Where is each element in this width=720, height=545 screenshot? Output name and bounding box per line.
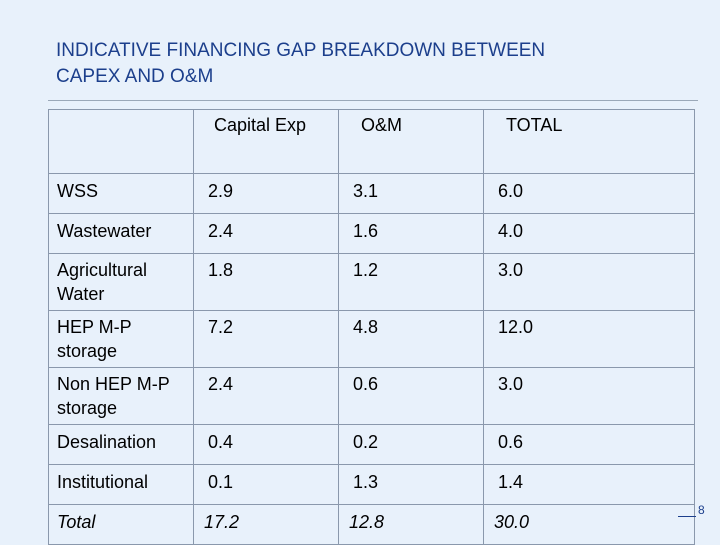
capital-exp-cell: 7.2 bbox=[193, 310, 339, 368]
table-row: HEP M-P storage 7.2 4.8 12.0 bbox=[48, 310, 695, 368]
row-label: Wastewater bbox=[48, 213, 194, 254]
om-cell: 0.6 bbox=[338, 367, 484, 425]
header-cell-empty bbox=[48, 109, 194, 174]
total-capital-exp: 17.2 bbox=[193, 504, 339, 545]
page-number: 8 bbox=[698, 503, 705, 517]
table-row: Non HEP M-P storage 2.4 0.6 3.0 bbox=[48, 367, 695, 425]
total-row: Total 17.2 12.8 30.0 bbox=[48, 504, 695, 545]
slide-title-line-1: INDICATIVE FINANCING GAP BREAKDOWN BETWE… bbox=[56, 40, 546, 61]
om-cell: 3.1 bbox=[338, 173, 484, 214]
row-label: WSS bbox=[48, 173, 194, 214]
capital-exp-cell: 0.4 bbox=[193, 424, 339, 465]
capital-exp-cell: 0.1 bbox=[193, 464, 339, 505]
slide-title: INDICATIVE FINANCING GAP BREAKDOWN BETWE… bbox=[56, 38, 545, 90]
table-row: Institutional 0.1 1.3 1.4 bbox=[48, 464, 695, 505]
title-divider bbox=[48, 100, 698, 101]
total-cell: 4.0 bbox=[483, 213, 695, 254]
row-label: HEP M-P storage bbox=[48, 310, 194, 368]
om-cell: 1.6 bbox=[338, 213, 484, 254]
total-cell: 0.6 bbox=[483, 424, 695, 465]
capital-exp-cell: 2.4 bbox=[193, 367, 339, 425]
total-cell: 3.0 bbox=[483, 367, 695, 425]
total-cell: 12.0 bbox=[483, 310, 695, 368]
table-row: Wastewater 2.4 1.6 4.0 bbox=[48, 213, 695, 254]
capital-exp-cell: 2.4 bbox=[193, 213, 339, 254]
om-cell: 4.8 bbox=[338, 310, 484, 368]
row-label: Agricultural Water bbox=[48, 253, 194, 311]
header-total: TOTAL bbox=[483, 109, 695, 174]
table-row: Desalination 0.4 0.2 0.6 bbox=[48, 424, 695, 465]
header-om: O&M bbox=[338, 109, 484, 174]
total-cell: 6.0 bbox=[483, 173, 695, 214]
total-cell: 3.0 bbox=[483, 253, 695, 311]
total-cell: 1.4 bbox=[483, 464, 695, 505]
total-total: 30.0 bbox=[483, 504, 695, 545]
row-label: Institutional bbox=[48, 464, 194, 505]
total-row-label: Total bbox=[48, 504, 194, 545]
om-cell: 0.2 bbox=[338, 424, 484, 465]
om-cell: 1.3 bbox=[338, 464, 484, 505]
financing-gap-table: Capital Exp O&M TOTAL WSS 2.9 3.1 6.0 Wa… bbox=[48, 109, 695, 545]
table-row: WSS 2.9 3.1 6.0 bbox=[48, 173, 695, 214]
capital-exp-cell: 2.9 bbox=[193, 173, 339, 214]
page-number-rule bbox=[678, 516, 696, 517]
capital-exp-cell: 1.8 bbox=[193, 253, 339, 311]
row-label: Non HEP M-P storage bbox=[48, 367, 194, 425]
header-capital-exp: Capital Exp bbox=[193, 109, 339, 174]
table-row: Agricultural Water 1.8 1.2 3.0 bbox=[48, 253, 695, 311]
total-om: 12.8 bbox=[338, 504, 484, 545]
table-header-row: Capital Exp O&M TOTAL bbox=[48, 109, 695, 174]
row-label: Desalination bbox=[48, 424, 194, 465]
om-cell: 1.2 bbox=[338, 253, 484, 311]
slide-title-line-2: CAPEX AND O&M bbox=[56, 66, 214, 87]
